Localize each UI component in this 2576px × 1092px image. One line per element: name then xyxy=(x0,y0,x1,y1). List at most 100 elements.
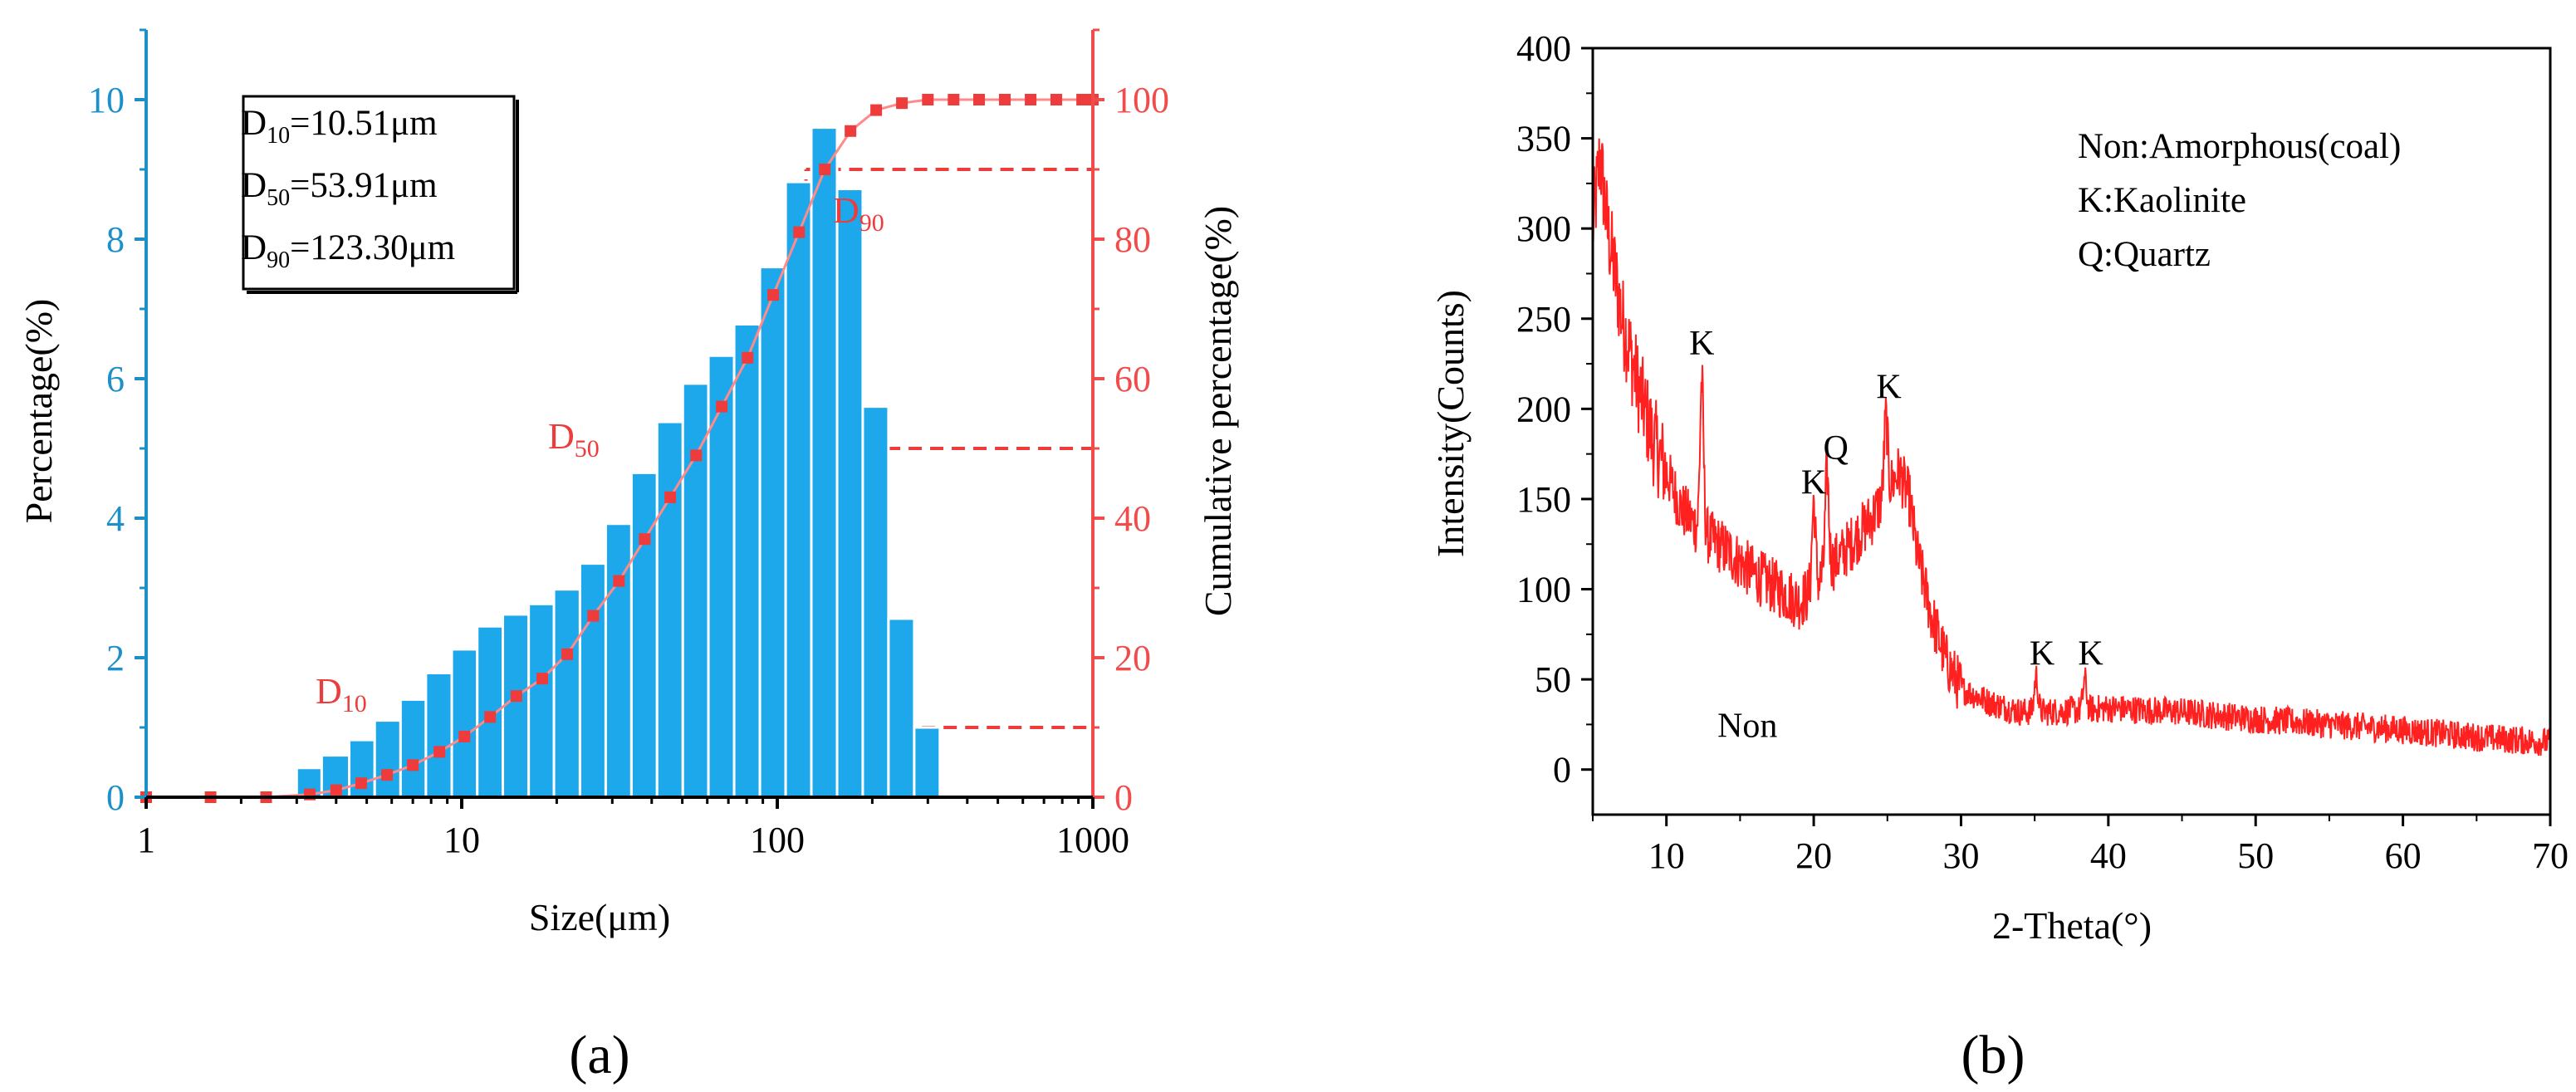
b-x-tick-label: 20 xyxy=(1795,835,1832,876)
cumulative-point xyxy=(767,289,780,301)
bar xyxy=(835,188,864,799)
cumulative-point xyxy=(1025,94,1037,105)
cumulative-point xyxy=(613,575,625,587)
bar xyxy=(424,671,453,799)
cumulative-point xyxy=(716,400,728,413)
bar xyxy=(502,613,531,799)
b-x-tick-label: 10 xyxy=(1648,835,1685,876)
bar xyxy=(399,698,428,799)
cumulative-point xyxy=(793,226,806,238)
a-left-tick-label: 2 xyxy=(106,638,125,678)
cumulative-point xyxy=(998,94,1011,105)
cumulative-point xyxy=(587,610,600,622)
b-y-tick-label: 250 xyxy=(1516,299,1571,340)
a-x-tick-label: 100 xyxy=(750,820,805,860)
legend-q: Q:Quartz xyxy=(2078,235,2211,274)
b-y-tick-label: 400 xyxy=(1516,28,1571,69)
bar xyxy=(784,180,813,799)
b-axes xyxy=(1591,47,2552,816)
cumulative-point xyxy=(484,711,497,723)
a-left-tick-label: 8 xyxy=(106,219,125,260)
cumulative-point xyxy=(433,746,446,758)
cumulative-point xyxy=(381,769,394,781)
cumulative-point xyxy=(819,164,831,175)
b-x-tick-label: 50 xyxy=(2237,835,2274,876)
a-x-tick-label: 10 xyxy=(443,820,480,860)
bar xyxy=(732,322,762,799)
b-xlabel: 2-Theta(°) xyxy=(1992,904,2152,947)
cumulative-point xyxy=(1050,94,1063,105)
bar xyxy=(887,617,916,799)
bar xyxy=(707,354,736,799)
a-bars xyxy=(295,126,942,799)
stats-d50: D50=53.91μm xyxy=(241,166,438,211)
legend-non: Non:Amorphous(coal) xyxy=(2078,127,2401,166)
cumulative-point xyxy=(973,94,986,105)
a-left-tick-label: 10 xyxy=(88,80,125,120)
bar xyxy=(629,471,659,799)
peak-label-K: K xyxy=(1689,325,1714,363)
b-x-tick-label: 40 xyxy=(2090,835,2127,876)
a-right-tick-label: 40 xyxy=(1114,498,1151,539)
bar xyxy=(913,726,942,799)
a-cumulative-series xyxy=(140,94,1099,803)
stats-d90: D90=123.30μm xyxy=(241,228,455,273)
cumulative-point xyxy=(561,648,574,660)
b-xrd-pattern xyxy=(1592,138,2551,757)
legend-k: K:Kaolinite xyxy=(2078,181,2246,220)
b-y-tick-label: 100 xyxy=(1516,570,1571,610)
d90-marker-label: D90 xyxy=(833,190,884,237)
cumulative-point xyxy=(845,125,857,137)
bar xyxy=(450,648,479,799)
b-y-tick-label: 150 xyxy=(1516,479,1571,520)
b-frame xyxy=(1591,47,2552,816)
b-y-tick-label: 300 xyxy=(1516,208,1571,249)
bar xyxy=(655,420,684,799)
cumulative-point xyxy=(510,690,522,703)
a-y2label: Cumulative percentage(%) xyxy=(1197,206,1239,616)
stats-box: D10=10.51μm D50=53.91μm D90=123.30μm xyxy=(241,95,519,294)
panel-a-label: (a) xyxy=(569,1025,629,1085)
a-right-tick-label: 20 xyxy=(1114,638,1151,678)
panel-b-label: (b) xyxy=(1961,1025,2025,1085)
cumulative-point xyxy=(458,730,471,742)
a-ylabel: Percentage(%) xyxy=(17,299,60,524)
cumulative-point xyxy=(870,104,883,116)
bar xyxy=(681,382,710,799)
a-right-tick-label: 0 xyxy=(1114,777,1133,818)
a-left-tick-label: 6 xyxy=(106,359,125,399)
peak-label-K: K xyxy=(2078,635,2103,673)
stats-d10: D10=10.51μm xyxy=(241,104,438,149)
bar xyxy=(552,588,581,799)
b-x-tick-label: 30 xyxy=(1942,835,1979,876)
b-legend: Non:Amorphous(coal) K:Kaolinite Q:Quartz xyxy=(2078,127,2401,274)
peak-label-Q: Q xyxy=(1824,429,1849,468)
cumulative-point xyxy=(355,777,367,790)
a-left-tick-label: 0 xyxy=(106,777,125,818)
b-ticks: 0 50 100 150 200 250 300 350 400 10 20 30 40 50 60 70 xyxy=(1516,28,2569,876)
d50-marker-label: D50 xyxy=(548,416,600,463)
cumulative-point xyxy=(690,449,703,462)
peak-label-K: K xyxy=(2030,635,2054,673)
cumulative-point xyxy=(896,97,908,110)
a-right-tick-label: 80 xyxy=(1114,219,1151,260)
peak-label-K: K xyxy=(1876,368,1901,406)
bar xyxy=(758,266,787,799)
panel-b-xrd-chart: 0 50 100 150 200 250 300 350 400 10 20 30 40 50 60 70 K… xyxy=(1429,28,2569,1085)
a-left-tick-label: 4 xyxy=(106,498,125,539)
cumulative-point xyxy=(948,94,960,105)
cumulative-point xyxy=(664,491,677,503)
a-x-tick-label: 1 xyxy=(137,820,155,860)
bar xyxy=(578,562,607,799)
a-right-tick-label: 60 xyxy=(1114,359,1151,399)
cumulative-point xyxy=(536,673,549,685)
b-y-tick-label: 50 xyxy=(1535,659,1571,700)
cumulative-point xyxy=(1076,94,1089,105)
b-ylabel: Intensity(Counts) xyxy=(1429,290,1472,557)
bar xyxy=(373,719,402,799)
a-axes xyxy=(144,30,1095,799)
